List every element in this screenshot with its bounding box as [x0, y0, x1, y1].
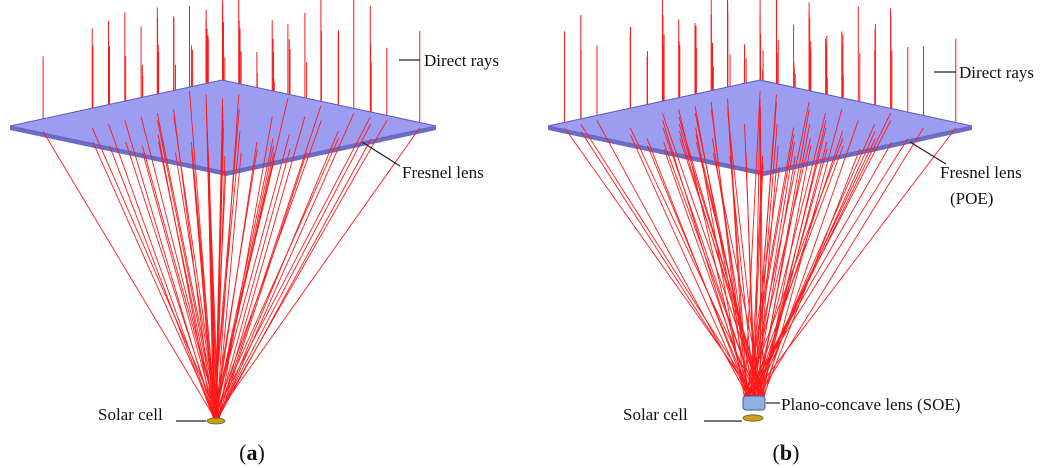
panel-a-caption: (a): [239, 440, 265, 465]
refracted-ray: [212, 116, 371, 418]
refracted-ray: [754, 98, 761, 397]
refracted-ray: [762, 145, 812, 398]
refracted-ray: [630, 134, 750, 399]
refracted-ray: [744, 138, 844, 398]
panel-b-solar-cell: [742, 414, 764, 422]
refracted-ray: [754, 123, 778, 399]
refracted-ray: [752, 131, 844, 400]
refracted-ray: [205, 94, 216, 420]
panel-b-direct-rays-label: Direct rays: [959, 63, 1034, 82]
panel-a-refracted-rays: [42, 91, 421, 421]
refracted-ray: [678, 109, 748, 398]
refracted-ray: [678, 116, 764, 399]
refracted-ray: [218, 116, 306, 418]
refracted-ray: [751, 113, 892, 398]
refracted-ray: [125, 141, 216, 417]
refracted-ray: [759, 105, 764, 400]
refracted-ray: [761, 120, 827, 398]
refracted-ray: [216, 138, 372, 421]
panel-a-solar-cell-label: Solar cell: [98, 405, 163, 424]
refracted-ray: [157, 134, 214, 421]
refracted-ray: [694, 105, 751, 399]
refracted-ray: [745, 127, 795, 397]
refracted-ray: [752, 141, 795, 399]
refracted-ray: [747, 102, 810, 398]
refracted-ray: [760, 120, 859, 398]
refracted-ray: [763, 109, 843, 399]
refracted-ray: [752, 123, 876, 401]
refracted-ray: [213, 134, 290, 417]
refracted-ray: [156, 112, 219, 419]
refracted-ray: [646, 138, 750, 398]
refracted-ray: [753, 156, 796, 401]
refracted-ray: [710, 102, 746, 397]
refracted-ray: [218, 152, 308, 420]
refracted-ray: [108, 123, 216, 420]
refracted-ray: [216, 123, 371, 419]
panel-a: Direct rays Fresnel lens Solar cell (a): [9, 0, 499, 465]
refracted-ray: [214, 141, 258, 419]
panel-b-refracted-rays: [564, 91, 957, 401]
refracted-ray: [564, 127, 758, 400]
refracted-ray: [91, 127, 220, 418]
refracted-ray: [757, 109, 810, 399]
refracted-ray: [217, 113, 355, 420]
refracted-ray: [748, 127, 957, 400]
refracted-ray: [212, 138, 339, 419]
refracted-ray: [191, 149, 216, 420]
panel-b-solar-cell-label: Solar cell: [623, 405, 688, 424]
refracted-ray: [92, 141, 216, 418]
panel-b-plano-concave-label: Plano-concave lens (SOE): [781, 395, 960, 414]
refracted-ray: [744, 91, 761, 399]
refracted-ray: [727, 98, 748, 400]
refracted-ray: [213, 127, 421, 419]
refracted-ray: [217, 105, 322, 417]
refracted-ray: [596, 120, 750, 400]
refracted-ray: [756, 127, 924, 399]
refracted-ray: [754, 131, 876, 400]
panel-b-fresnel-lens-leader: [909, 141, 947, 165]
refracted-ray: [753, 112, 827, 399]
refracted-ray: [580, 123, 757, 398]
panel-a-direct-rays-label: Direct rays: [424, 51, 499, 70]
panel-b-plano-concave-lens: [742, 395, 766, 411]
panel-a-fresnel-lens-label: Fresnel lens: [402, 163, 484, 182]
refracted-ray: [218, 116, 273, 418]
refracted-ray: [727, 105, 747, 400]
refracted-ray: [662, 120, 751, 401]
refracted-ray: [753, 94, 777, 400]
refracted-ray: [140, 116, 218, 418]
refracted-ray: [216, 120, 388, 418]
panel-b-fresnel-lens-sublabel: (POE): [950, 189, 993, 208]
refracted-ray: [213, 109, 240, 417]
panel-b-caption: (b): [773, 440, 800, 465]
refracted-ray: [213, 120, 322, 420]
refracted-ray: [42, 131, 215, 419]
panel-b: Direct rays Fresnel lens (POE) Plano-con…: [547, 0, 1034, 465]
panel-b-fresnel-lens-label: Fresnel lens: [940, 163, 1022, 182]
refracted-ray: [124, 120, 215, 419]
panel-a-solar-cell: [206, 417, 226, 425]
refracted-ray: [213, 98, 289, 418]
refracted-ray: [173, 109, 214, 418]
refracted-ray: [109, 145, 214, 419]
refracted-ray: [216, 94, 240, 419]
refracted-ray: [215, 98, 223, 419]
refracted-ray: [215, 148, 291, 420]
refracted-ray: [189, 91, 216, 419]
panel-a-fresnel-lens-leader: [361, 141, 401, 167]
refracted-ray: [215, 145, 274, 417]
